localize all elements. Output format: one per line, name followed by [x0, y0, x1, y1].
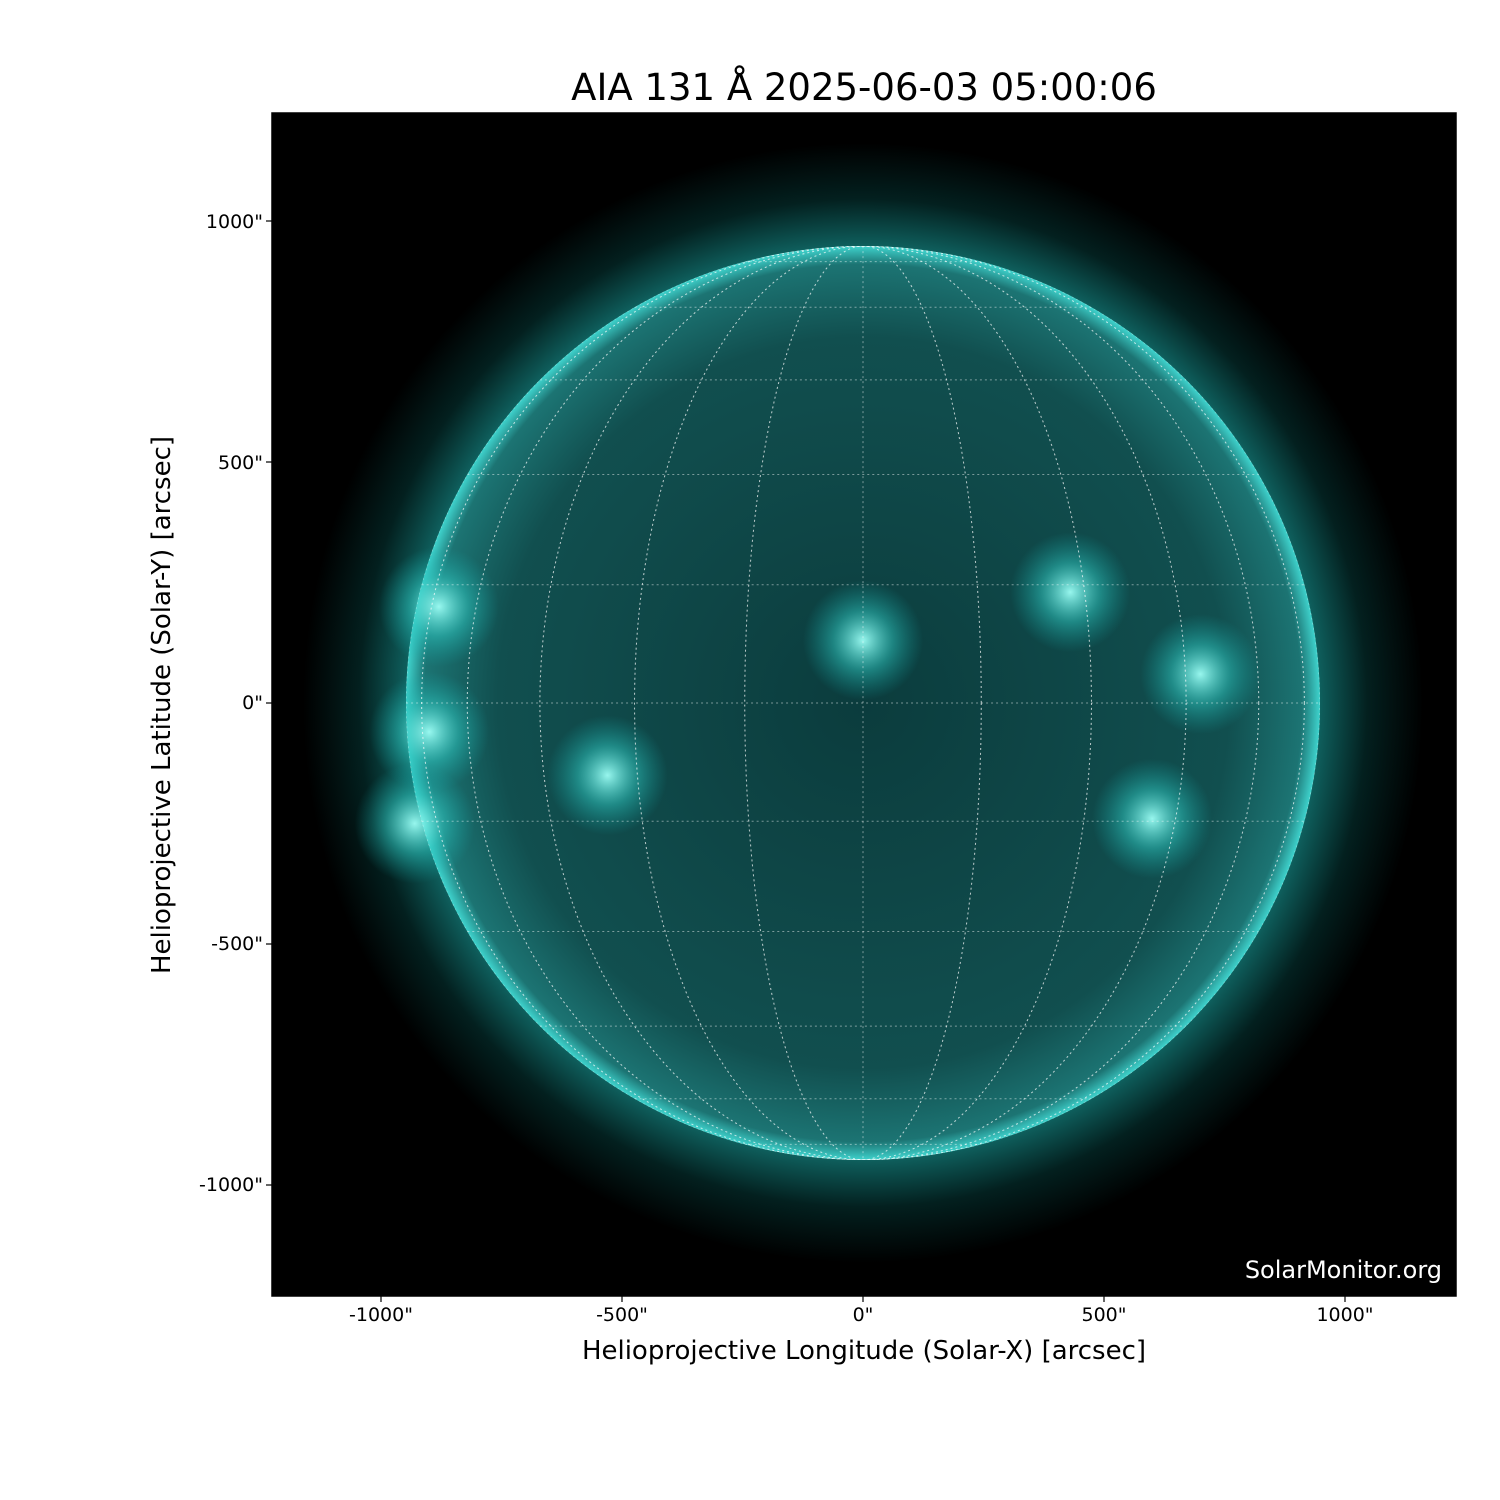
longitude-grid-line — [634, 246, 1092, 1160]
y-axis-label: Helioprojective Latitude (Solar-Y) [arcs… — [147, 435, 177, 975]
x-tick-label: -1000" — [349, 1304, 413, 1326]
solar-disk — [406, 246, 1320, 1160]
y-tick-label: 0" — [242, 692, 263, 714]
active-region — [378, 546, 499, 667]
longitude-grid-line — [744, 246, 982, 1160]
longitude-grid-line — [421, 246, 1305, 1160]
longitude-grid-line — [744, 246, 982, 1160]
y-tick-label: 500" — [217, 452, 263, 474]
x-tick-label: 1000" — [1316, 1304, 1374, 1326]
y-tick-label: -500" — [211, 933, 263, 955]
y-tick-label: 1000" — [205, 211, 263, 233]
watermark: SolarMonitor.org — [1244, 1256, 1442, 1284]
active-region — [354, 763, 475, 884]
active-region — [803, 580, 923, 701]
limb-grid-line — [406, 246, 1320, 1160]
longitude-grid-line — [634, 246, 1092, 1160]
chart-title: AIA 131 Å 2025-06-03 05:00:06 — [571, 66, 1157, 109]
longitude-grid-line — [466, 246, 1260, 1160]
longitude-grid-line — [466, 246, 1260, 1160]
axes-frame — [271, 112, 1457, 1297]
x-tick-label: 0" — [852, 1304, 874, 1326]
longitude-grid-line — [539, 246, 1187, 1160]
x-tick-label: 500" — [1081, 1304, 1127, 1326]
longitude-grid-line — [539, 246, 1187, 1160]
x-axis-label: Helioprojective Longitude (Solar-X) [arc… — [581, 1336, 1147, 1366]
x-tick-label: -500" — [596, 1304, 648, 1326]
y-tick-label: -1000" — [199, 1174, 263, 1196]
active-region — [1140, 614, 1261, 735]
active-region — [547, 715, 668, 836]
active-region — [1092, 758, 1213, 879]
longitude-grid-line — [421, 246, 1305, 1160]
active-region — [369, 671, 490, 792]
active-region — [1010, 532, 1131, 653]
